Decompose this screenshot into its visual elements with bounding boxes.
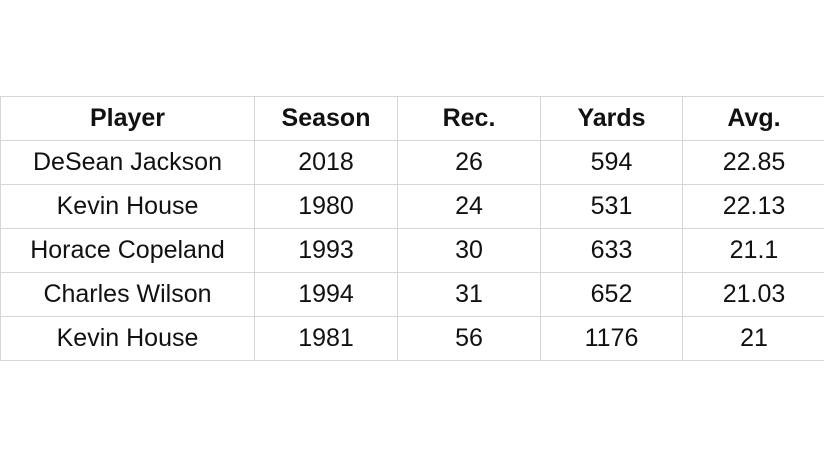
table-cell: 1980 [254, 184, 398, 229]
table-cell: Horace Copeland [0, 228, 255, 273]
table-cell: 2018 [254, 140, 398, 185]
table-body: DeSean Jackson 2018 26 594 22.85 Kevin House 1… [0, 140, 824, 361]
table-row: Charles Wilson 1994 31 652 21.03 [0, 272, 824, 317]
table-cell: 1994 [254, 272, 398, 317]
table-cell: 1176 [540, 316, 683, 361]
table-cell: 24 [397, 184, 541, 229]
table-cell: 652 [540, 272, 683, 317]
table-cell: 22.13 [682, 184, 824, 229]
table-cell: 1993 [254, 228, 398, 273]
header-row: Player Season Rec. Yards Avg. [0, 96, 824, 141]
table-row: Kevin House 1981 56 1176 21 [0, 316, 824, 361]
table-row: DeSean Jackson 2018 26 594 22.85 [0, 140, 824, 185]
table-cell: 22.85 [682, 140, 824, 185]
table-cell: 21.03 [682, 272, 824, 317]
table-container: Player Season Rec. Yards Avg. DeSean Jackson… [0, 96, 824, 361]
table-cell: DeSean Jackson [0, 140, 255, 185]
table-row: Kevin House 1980 24 531 22.13 [0, 184, 824, 229]
table-row: Horace Copeland 1993 30 633 21.1 [0, 228, 824, 273]
header-cell: Avg. [682, 96, 824, 141]
table-cell: 31 [397, 272, 541, 317]
table-cell: Kevin House [0, 184, 255, 229]
table-cell: 26 [397, 140, 541, 185]
table-cell: 531 [540, 184, 683, 229]
table-cell: 30 [397, 228, 541, 273]
header-cell: Player [0, 96, 255, 141]
header-cell: Season [254, 96, 398, 141]
table-cell: 21 [682, 316, 824, 361]
table-cell: 594 [540, 140, 683, 185]
header-cell: Yards [540, 96, 683, 141]
table-cell: 21.1 [682, 228, 824, 273]
table-cell: Kevin House [0, 316, 255, 361]
header-cell: Rec. [397, 96, 541, 141]
stats-table: Player Season Rec. Yards Avg. DeSean Jackson… [0, 96, 824, 361]
table-cell: Charles Wilson [0, 272, 255, 317]
table-cell: 1981 [254, 316, 398, 361]
table-cell: 56 [397, 316, 541, 361]
table-cell: 633 [540, 228, 683, 273]
